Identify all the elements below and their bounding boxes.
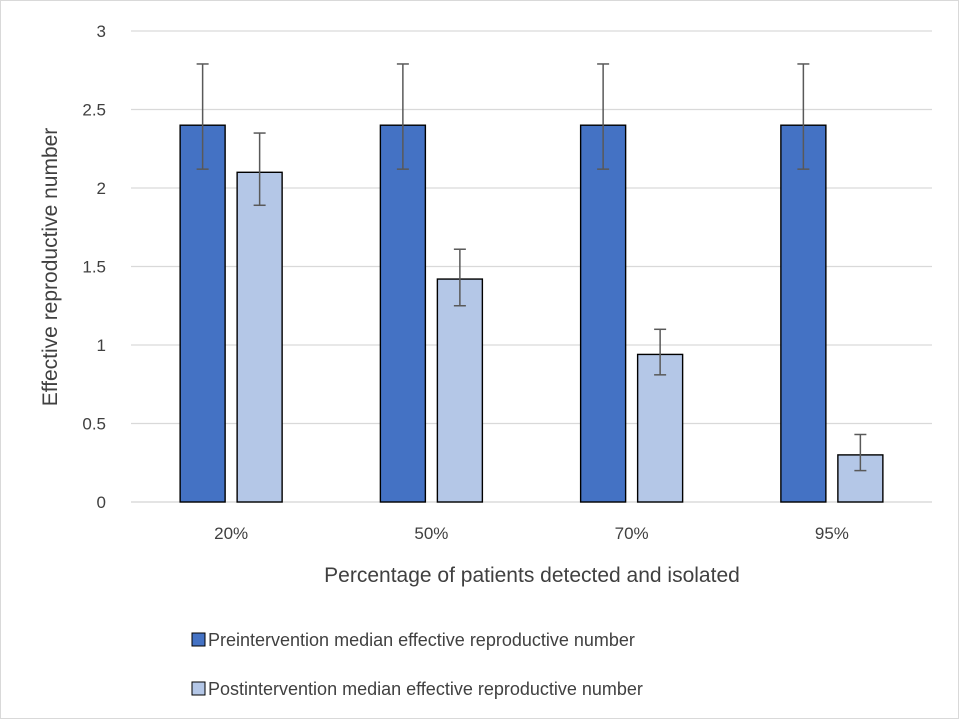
legend-swatch-postintervention [191,681,206,696]
y-tick-label: 1.5 [82,258,106,277]
legend-label-preintervention: Preintervention median effective reprodu… [208,630,635,650]
x-axis-title: Percentage of patients detected and isol… [324,564,740,587]
bar-series-0-95pct [780,124,827,503]
y-tick-label: 0.5 [82,415,106,434]
bar-series-1-70pct [636,353,684,503]
x-tick-label: 70% [615,524,649,543]
y-axis-title: Effective reproductive number [39,128,62,407]
error-bars [196,63,867,472]
y-tick-label: 1 [97,336,106,355]
bar-series-1-50pct [436,278,484,503]
y-tick-label: 0 [97,493,106,512]
bar-series-1-20pct [236,171,283,503]
legend: Preintervention median effective reprodu… [191,630,643,699]
bar-series-0-50pct [379,124,427,503]
x-tick-label: 20% [214,524,248,543]
bar-series-0-70pct [579,124,627,503]
legend-label-postintervention: Postintervention median effective reprod… [208,679,643,699]
x-tick-label: 50% [414,524,448,543]
bar-series-0-20pct [179,124,226,503]
tick-labels: 0 0.5 1 1.5 2 2.5 3 20% 50% 70% 95% [82,22,849,543]
y-tick-label: 3 [97,22,106,41]
y-tick-label: 2 [97,179,106,198]
bars [179,124,884,503]
x-tick-label: 95% [815,524,849,543]
legend-swatch-preintervention [191,632,206,647]
y-tick-label: 2.5 [82,101,106,120]
